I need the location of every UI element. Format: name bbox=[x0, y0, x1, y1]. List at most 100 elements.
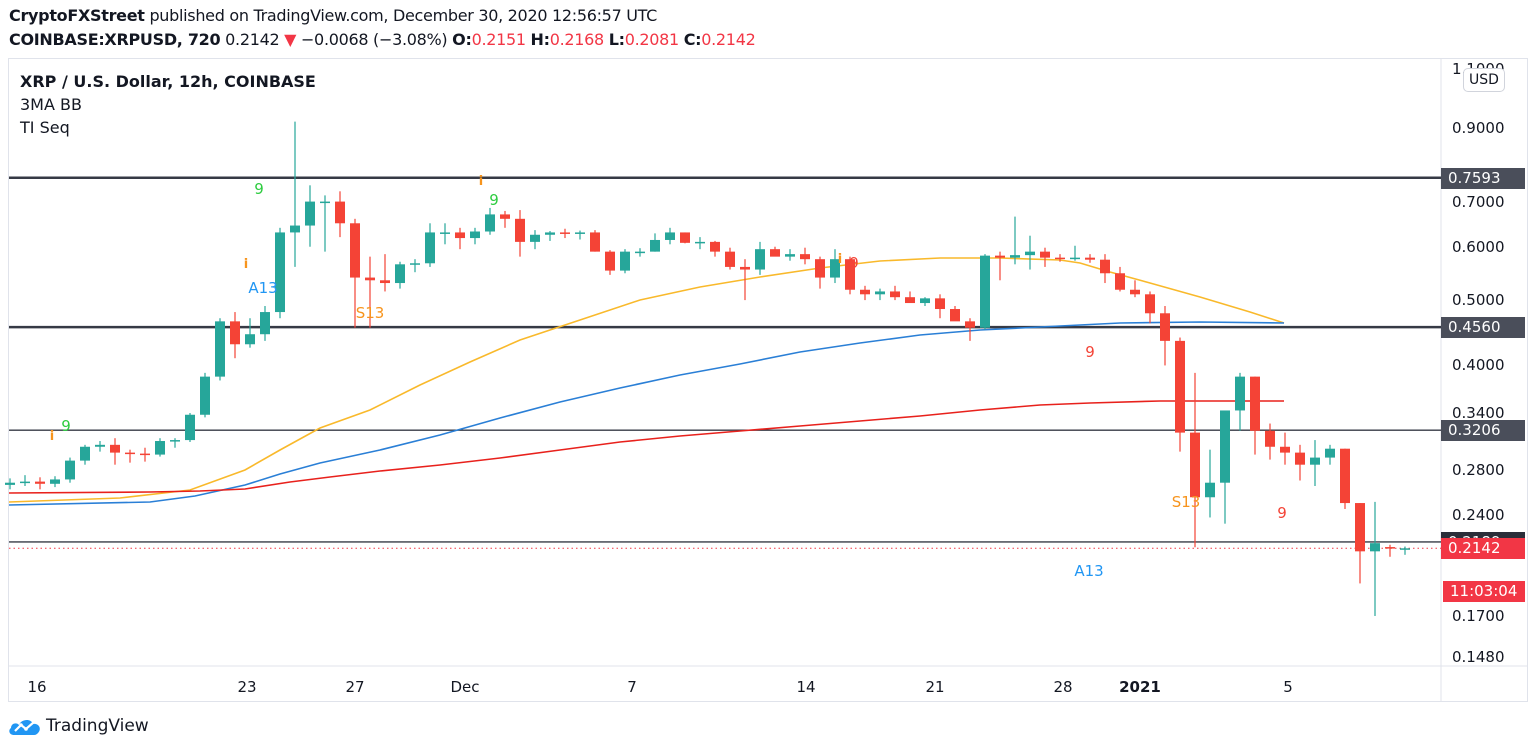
candle[interactable] bbox=[260, 306, 270, 341]
candle[interactable] bbox=[1100, 254, 1110, 284]
candle[interactable] bbox=[1265, 423, 1275, 460]
candle[interactable] bbox=[770, 246, 780, 257]
currency-button[interactable]: USD bbox=[1463, 68, 1505, 92]
candle[interactable] bbox=[605, 250, 615, 275]
candle[interactable] bbox=[1280, 432, 1290, 465]
candle[interactable] bbox=[1340, 448, 1350, 509]
candle[interactable] bbox=[1400, 546, 1410, 555]
candle[interactable] bbox=[200, 372, 210, 418]
candle[interactable] bbox=[170, 438, 180, 448]
candle[interactable] bbox=[1385, 544, 1395, 557]
candle[interactable] bbox=[890, 285, 900, 301]
legend-indicator-3ma-bb[interactable]: 3MA BB bbox=[20, 95, 82, 114]
candle[interactable] bbox=[125, 449, 135, 463]
candle[interactable] bbox=[470, 227, 480, 245]
candle[interactable] bbox=[1085, 254, 1095, 263]
candle[interactable] bbox=[140, 447, 150, 462]
candle[interactable] bbox=[665, 227, 675, 245]
candle[interactable] bbox=[785, 249, 795, 261]
candle[interactable] bbox=[365, 256, 375, 328]
candle[interactable] bbox=[545, 231, 555, 241]
candle[interactable] bbox=[230, 312, 240, 359]
candle[interactable] bbox=[1295, 444, 1305, 481]
candle[interactable] bbox=[395, 261, 405, 289]
candle[interactable] bbox=[1145, 291, 1155, 324]
candle[interactable] bbox=[755, 241, 765, 275]
candle[interactable] bbox=[635, 248, 645, 257]
candle[interactable] bbox=[455, 227, 465, 250]
candle[interactable] bbox=[350, 218, 360, 328]
candle[interactable] bbox=[1325, 444, 1335, 465]
legend-indicator-ti-seq[interactable]: TI Seq bbox=[20, 118, 70, 137]
candle[interactable] bbox=[1025, 235, 1035, 270]
candle[interactable] bbox=[155, 438, 165, 457]
candle[interactable] bbox=[1070, 245, 1080, 261]
candle[interactable] bbox=[20, 475, 30, 486]
candle[interactable] bbox=[695, 237, 705, 250]
candle[interactable] bbox=[980, 254, 990, 330]
candle[interactable] bbox=[1370, 501, 1380, 616]
candle[interactable] bbox=[740, 259, 750, 301]
candle[interactable] bbox=[500, 210, 510, 228]
candle[interactable] bbox=[860, 285, 870, 301]
candle[interactable] bbox=[305, 185, 315, 247]
candle[interactable] bbox=[245, 318, 255, 348]
candle[interactable] bbox=[440, 223, 450, 245]
candle[interactable] bbox=[80, 444, 90, 465]
candle[interactable] bbox=[515, 210, 525, 257]
candle[interactable] bbox=[50, 476, 60, 488]
candle[interactable] bbox=[560, 228, 570, 239]
candle[interactable] bbox=[1130, 280, 1140, 298]
candle[interactable] bbox=[590, 230, 600, 252]
candle[interactable] bbox=[710, 240, 720, 257]
candle[interactable] bbox=[965, 318, 975, 341]
candle[interactable] bbox=[410, 259, 420, 273]
candle[interactable] bbox=[830, 249, 840, 284]
candle[interactable] bbox=[215, 318, 225, 381]
candle[interactable] bbox=[5, 478, 15, 490]
candle[interactable] bbox=[1205, 449, 1215, 518]
candle[interactable] bbox=[95, 441, 105, 452]
candle[interactable] bbox=[845, 256, 855, 295]
candle[interactable] bbox=[1355, 503, 1365, 584]
candle[interactable] bbox=[1055, 254, 1065, 262]
candle[interactable] bbox=[320, 195, 330, 252]
candle[interactable] bbox=[335, 191, 345, 238]
candle[interactable] bbox=[1310, 440, 1320, 486]
candle[interactable] bbox=[1190, 372, 1200, 548]
candle[interactable] bbox=[275, 227, 285, 319]
candle[interactable] bbox=[380, 254, 390, 292]
candle[interactable] bbox=[110, 438, 120, 465]
chart-panel[interactable] bbox=[8, 58, 1528, 702]
candle[interactable] bbox=[485, 207, 495, 235]
candle[interactable] bbox=[935, 294, 945, 319]
candle[interactable] bbox=[1175, 337, 1185, 452]
candle[interactable] bbox=[1160, 306, 1170, 366]
candle[interactable] bbox=[815, 256, 825, 289]
candle[interactable] bbox=[620, 249, 630, 274]
candle[interactable] bbox=[950, 306, 960, 322]
candle[interactable] bbox=[725, 247, 735, 270]
candle[interactable] bbox=[35, 477, 45, 490]
candle[interactable] bbox=[650, 233, 660, 252]
candle[interactable] bbox=[995, 251, 1005, 281]
candle[interactable] bbox=[575, 230, 585, 240]
candle[interactable] bbox=[680, 232, 690, 244]
candle[interactable] bbox=[425, 223, 435, 267]
candle[interactable] bbox=[1220, 410, 1230, 524]
candle[interactable] bbox=[1115, 266, 1125, 292]
candle[interactable] bbox=[875, 288, 885, 301]
candle[interactable] bbox=[920, 297, 930, 307]
candle[interactable] bbox=[185, 413, 195, 442]
candle[interactable] bbox=[1040, 247, 1050, 267]
candle[interactable] bbox=[65, 457, 75, 483]
candle[interactable] bbox=[290, 121, 300, 267]
candle[interactable] bbox=[530, 230, 540, 250]
tradingview-logo[interactable]: TradingView bbox=[8, 716, 149, 736]
candle[interactable] bbox=[1235, 372, 1245, 431]
candle[interactable] bbox=[1010, 216, 1020, 265]
candle[interactable] bbox=[800, 247, 810, 265]
candle[interactable] bbox=[1250, 376, 1260, 455]
candle[interactable] bbox=[905, 291, 915, 304]
